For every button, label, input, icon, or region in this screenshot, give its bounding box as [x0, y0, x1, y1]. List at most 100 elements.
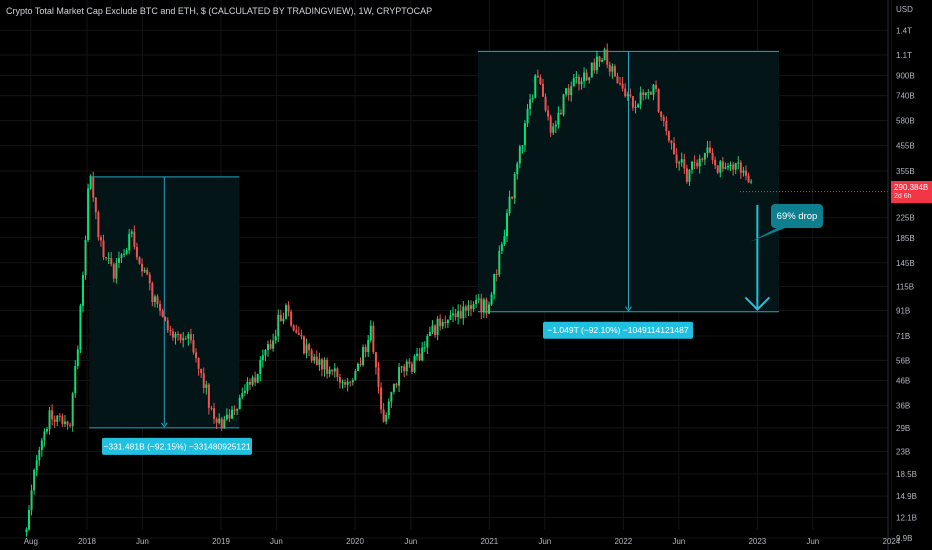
time-tick-label: 2018	[78, 537, 96, 546]
candle-body	[400, 366, 403, 368]
candle-body	[300, 334, 303, 337]
annotations[interactable]: −331.481B (−92.15%) −331480925121 −1.049T…	[102, 191, 888, 455]
candle-body	[305, 344, 308, 354]
candle-body	[56, 415, 59, 422]
candle-body	[151, 283, 154, 303]
candle-body	[177, 334, 180, 336]
candle-body	[87, 188, 90, 241]
price-tick-label: 36B	[896, 402, 910, 411]
price-tick-label: 455B	[896, 142, 915, 151]
candle-body	[683, 159, 686, 169]
candle-body	[164, 316, 167, 321]
candle-body	[341, 382, 344, 384]
candle-body	[200, 368, 203, 374]
candle-body	[631, 96, 634, 108]
candle-body	[547, 110, 550, 117]
time-tick-label: Aug	[24, 537, 38, 546]
candle-body	[562, 94, 565, 115]
price-tick-label: 29B	[896, 424, 910, 433]
price-axis[interactable]: USD 1.4T 1.1T 900B 740B 580B 455B 355B 225B 185B 1…	[887, 0, 917, 550]
candle-body	[38, 450, 41, 461]
time-tick-label: Jun	[806, 537, 819, 546]
candle-body	[76, 349, 79, 366]
drop-arrow-head	[744, 296, 771, 311]
candle-body	[521, 145, 524, 147]
candle-body	[272, 340, 275, 349]
price-tick-label: 355B	[896, 167, 915, 176]
price-tick-label: 145B	[896, 259, 915, 268]
candle-body	[482, 299, 485, 313]
candle-body	[750, 181, 753, 183]
callout-box[interactable]	[771, 204, 823, 228]
candle-body	[734, 163, 737, 170]
candle-body	[377, 367, 380, 388]
candle-body	[236, 409, 239, 411]
time-tick-label: Jun	[136, 537, 149, 546]
candle-body	[40, 440, 43, 451]
candle-body	[508, 196, 511, 214]
time-tick-label: Jun	[672, 537, 685, 546]
candle-body	[146, 269, 149, 275]
candle-body	[346, 381, 349, 385]
candle-body	[585, 72, 588, 81]
candle-body	[639, 92, 642, 105]
candle-body	[441, 322, 444, 327]
candle-body	[467, 305, 470, 311]
candle-body	[606, 49, 609, 65]
candle-body	[698, 158, 701, 167]
candle-body	[71, 393, 74, 426]
candle-body	[169, 330, 172, 332]
candle-body	[364, 347, 367, 353]
candle-body	[94, 197, 97, 213]
candle-body	[336, 368, 339, 378]
candle-body	[372, 325, 375, 353]
price-range-label-box[interactable]	[102, 437, 252, 455]
candle-body	[637, 104, 640, 108]
candle-body	[223, 419, 226, 429]
candle-body	[233, 409, 236, 411]
candle-body	[493, 273, 496, 295]
candle-body	[575, 76, 578, 79]
candle-body	[644, 92, 647, 95]
candle-body	[709, 147, 712, 153]
price-tick-label: 580B	[896, 117, 915, 126]
candle-body	[187, 334, 190, 339]
candle-body	[380, 387, 383, 410]
candle-body	[74, 365, 77, 394]
candle-body	[678, 162, 681, 164]
candle-body	[120, 254, 123, 258]
candle-body	[141, 263, 144, 272]
candle-body	[315, 356, 318, 365]
time-axis[interactable]: Aug 2018 Jun 2019 Jun 2020 Jun 2021 Jun 2022 Jun 20…	[24, 537, 901, 546]
candle-body	[662, 117, 665, 121]
price-range-boxes[interactable]	[89, 50, 780, 429]
price-tick-label: 56B	[896, 356, 910, 365]
candle-body	[92, 177, 95, 198]
candle-body	[665, 120, 668, 132]
candle-body	[202, 373, 205, 388]
candle-body	[66, 421, 69, 425]
candle-body	[588, 77, 591, 81]
candle-body	[171, 331, 174, 338]
price-range-label-box[interactable]	[543, 321, 693, 339]
candle-body	[649, 92, 652, 95]
price-tick-label: 115B	[896, 283, 914, 292]
candle-body	[302, 336, 305, 354]
candle-body	[714, 159, 717, 166]
candle-body	[374, 352, 377, 368]
price-range-arrowhead	[160, 422, 168, 428]
candle-body	[410, 363, 413, 372]
candle-body	[454, 313, 457, 318]
candle-body	[603, 49, 606, 60]
candle-body	[308, 344, 311, 351]
candle-body	[680, 159, 683, 163]
candle-body	[135, 246, 138, 258]
candle-body	[354, 370, 357, 381]
candle-body	[421, 347, 424, 361]
candle-body	[500, 244, 503, 251]
price-tick-label: 91B	[896, 307, 910, 316]
candle-body	[387, 401, 390, 416]
candle-body	[264, 350, 267, 356]
candle-body	[464, 306, 467, 311]
